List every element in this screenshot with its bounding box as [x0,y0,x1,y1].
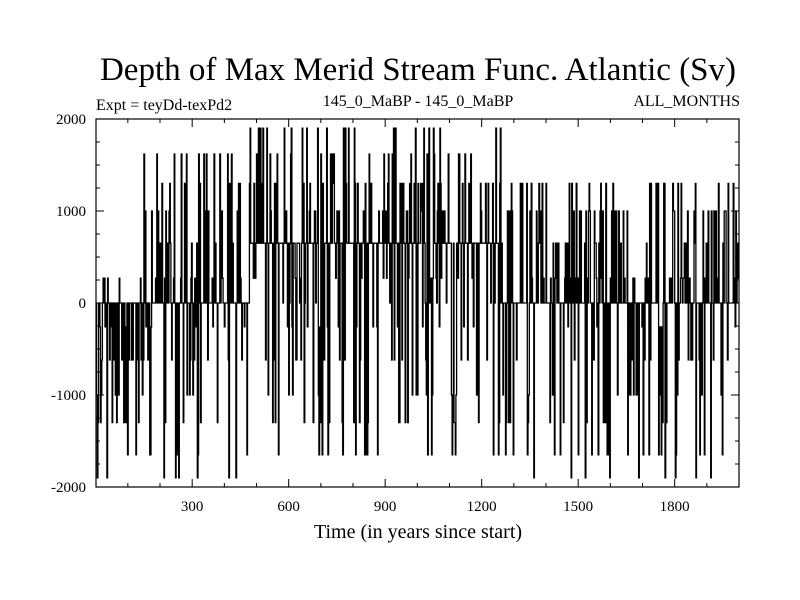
chart-title: Depth of Max Merid Stream Func. Atlantic… [100,52,736,88]
plot-area [95,118,740,488]
y-tick-label: -2000 [51,480,86,496]
x-tick-label: 1500 [563,499,593,515]
x-tick-label: 1800 [660,499,690,515]
x-tick-label: 900 [374,499,397,515]
period-label: 145_0_MaBP - 145_0_MaBP [323,93,514,110]
y-tick-label: 2000 [56,112,86,128]
x-tick-labels: 300 600 900 1200 1500 1800 [181,499,690,515]
y-tick-label: 1000 [56,204,86,220]
months-label: ALL_MONTHS [633,93,740,110]
series-group [95,127,740,479]
axis-ticks [96,119,739,487]
x-tick-label: 300 [181,499,204,515]
series-line [95,127,740,479]
x-axis-label: Time (in years since start) [314,521,522,543]
x-tick-label: 1200 [467,499,497,515]
y-tick-labels: -2000 -1000 0 1000 2000 [51,112,86,496]
plot-frame [95,118,740,488]
experiment-label: Expt = teyDd-texPd2 [96,97,232,114]
x-tick-label: 600 [277,499,300,515]
y-tick-label: -1000 [51,388,86,404]
y-tick-label: 0 [79,296,87,312]
